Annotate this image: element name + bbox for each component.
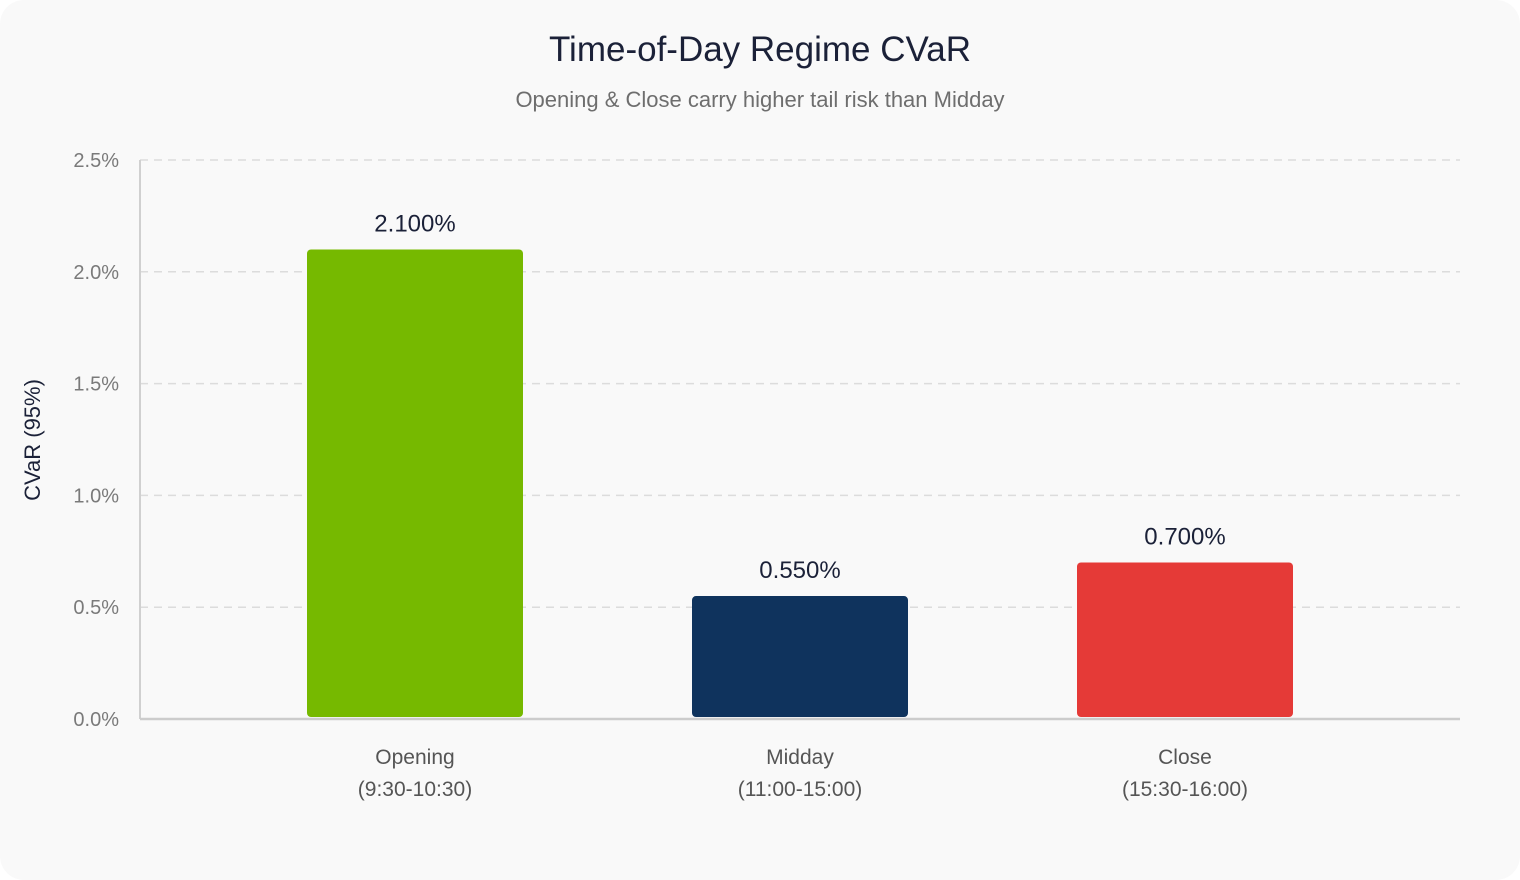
x-axis-ticks: Opening (9:30-10:30) Midday (11:00-15:00) Cl… xyxy=(358,746,1248,801)
y-axis-label: CVaR (95%) xyxy=(20,379,45,501)
y-tick-label: 1.5% xyxy=(73,374,119,396)
x-tick-label: (9:30-10:30) xyxy=(358,778,472,801)
y-tick-label: 2.5% xyxy=(73,150,119,172)
value-labels: 2.100% 0.550% 0.700% xyxy=(374,210,1225,584)
bar xyxy=(692,596,908,717)
chart-title: Time-of-Day Regime CVaR xyxy=(548,30,972,69)
bars xyxy=(307,249,1293,717)
x-tick-label: (11:00-15:00) xyxy=(738,778,863,801)
x-tick-label: Opening xyxy=(375,746,454,769)
x-tick-label: Close xyxy=(1158,746,1212,769)
value-label: 2.100% xyxy=(374,210,455,237)
bar xyxy=(1077,562,1293,717)
y-tick-label: 0.0% xyxy=(73,709,119,731)
y-axis-ticks: 0.0% 0.5% 1.0% 1.5% 2.0% 2.5% xyxy=(73,150,119,731)
chart-subtitle: Opening & Close carry higher tail risk t… xyxy=(515,87,1005,112)
y-tick-label: 1.0% xyxy=(73,485,119,507)
y-tick-label: 2.0% xyxy=(73,262,119,284)
x-tick-label: Midday xyxy=(766,746,834,769)
value-label: 0.550% xyxy=(759,557,840,584)
y-tick-label: 0.5% xyxy=(73,597,119,619)
value-label: 0.700% xyxy=(1144,523,1225,550)
bar xyxy=(307,249,523,717)
x-tick-label: (15:30-16:00) xyxy=(1122,778,1248,801)
